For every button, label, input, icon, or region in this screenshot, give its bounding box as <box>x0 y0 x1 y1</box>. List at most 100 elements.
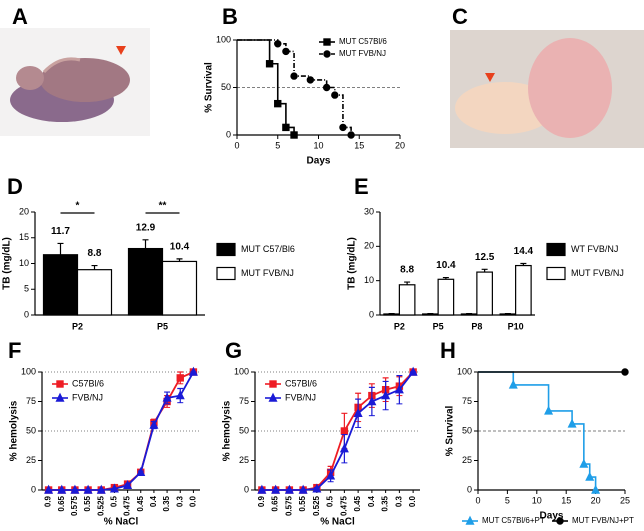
y-tick-label: 0 <box>369 309 374 319</box>
point <box>162 392 172 402</box>
point <box>312 483 322 493</box>
legend-swatch <box>546 242 566 257</box>
point <box>149 419 159 429</box>
photo-c <box>450 30 644 148</box>
bar <box>42 254 79 316</box>
x-tick-label: P2 <box>72 321 83 331</box>
bar <box>398 284 416 316</box>
x-tick-label: 0.525 <box>312 495 321 516</box>
y-tick-label: 100 <box>457 366 472 376</box>
y-axis-title: TB (mg/dL) <box>2 237 13 290</box>
y-axis-title: % hemolysis <box>222 400 233 461</box>
legend-label: FVB/NJ <box>72 392 103 402</box>
legend-label: C57Bl/6 <box>72 378 104 388</box>
point <box>579 458 589 468</box>
x-tick-label: 0.575 <box>284 495 293 516</box>
point <box>339 443 349 453</box>
significance-label: ** <box>159 201 167 212</box>
legend-swatch <box>216 242 236 257</box>
legend-marker <box>465 515 475 525</box>
point <box>136 466 146 476</box>
x-tick-label: 0.9 <box>44 495 53 507</box>
bar <box>422 313 439 316</box>
point <box>257 484 267 494</box>
point <box>274 40 282 48</box>
x-tick-label: 0.45 <box>353 495 362 511</box>
x-tick-label: 20 <box>591 495 601 505</box>
x-tick-label: 0.55 <box>298 495 307 511</box>
x-axis-title: Days <box>307 156 331 167</box>
y-tick-label: 0 <box>244 484 249 494</box>
x-tick-label: 0.3 <box>394 495 403 507</box>
y-tick-label: 15 <box>19 232 29 242</box>
point <box>290 131 298 139</box>
legend-label: C57Bl/6 <box>285 378 317 388</box>
point <box>188 366 198 376</box>
y-axis-title: % Survival <box>204 62 215 113</box>
x-tick-label: P5 <box>157 321 168 331</box>
x-tick-label: 0.475 <box>339 495 348 516</box>
panel-letter: E <box>354 174 369 199</box>
y-tick-label: 75 <box>239 396 249 406</box>
point <box>96 484 106 494</box>
error-bar <box>57 242 64 255</box>
y-tick-label: 75 <box>26 396 36 406</box>
y-tick-label: 0 <box>226 129 231 139</box>
value-label: 12.9 <box>136 222 156 233</box>
y-tick-label: 50 <box>239 425 249 435</box>
point <box>367 396 377 406</box>
x-tick-label: 10 <box>532 495 542 505</box>
y-tick-label: 20 <box>19 206 29 216</box>
y-tick-label: 0 <box>31 484 36 494</box>
x-axis-title: % NaCl <box>104 517 139 528</box>
x-tick-label: 0.3 <box>175 495 184 507</box>
point <box>322 83 331 92</box>
error-bar <box>91 264 98 270</box>
y-tick-label: 5 <box>24 284 29 294</box>
y-tick-label: 0 <box>467 484 472 494</box>
value-label: 14.4 <box>514 246 534 257</box>
legend-swatch <box>546 266 566 281</box>
point <box>544 405 554 415</box>
y-tick-label: 100 <box>234 366 249 376</box>
legend-marker <box>323 50 331 58</box>
point <box>109 483 119 493</box>
bar <box>383 313 400 316</box>
y-tick-label: 0 <box>24 309 29 319</box>
legend-marker <box>556 517 564 525</box>
y-axis-title: % Survival <box>445 405 456 456</box>
x-tick-label: 15 <box>561 495 571 505</box>
point <box>326 470 336 480</box>
point <box>585 471 595 481</box>
point <box>290 72 298 80</box>
point <box>282 47 290 56</box>
panel-letter: G <box>225 338 242 363</box>
bar <box>127 247 164 316</box>
legend-marker <box>56 380 64 388</box>
x-tick-label: 0.0 <box>189 495 198 507</box>
x-tick-label: 0.45 <box>136 495 145 511</box>
x-tick-label: 0.5 <box>110 495 119 507</box>
bar <box>76 269 113 316</box>
panel-letter: C <box>452 4 468 29</box>
legend-label: WT FVB/NJ <box>571 244 618 254</box>
value-label: 10.4 <box>436 260 456 271</box>
point <box>298 484 308 494</box>
x-tick-label: 0.475 <box>123 495 132 516</box>
value-label: 12.5 <box>475 252 495 263</box>
legend-marker <box>323 38 331 46</box>
x-tick-label: 0 <box>475 495 480 505</box>
x-tick-label: P10 <box>508 321 524 331</box>
point <box>621 368 629 376</box>
y-tick-label: 10 <box>364 275 374 285</box>
legend-marker <box>269 380 277 388</box>
x-tick-label: 0.4 <box>149 495 158 507</box>
point <box>265 60 274 68</box>
point <box>381 390 391 400</box>
value-label: 8.8 <box>400 265 414 276</box>
bar <box>476 271 493 316</box>
value-label: 10.4 <box>170 242 190 253</box>
panel-letter: D <box>7 174 23 199</box>
legend-label: MUT FVB/NJ <box>339 49 386 58</box>
point <box>57 484 67 494</box>
